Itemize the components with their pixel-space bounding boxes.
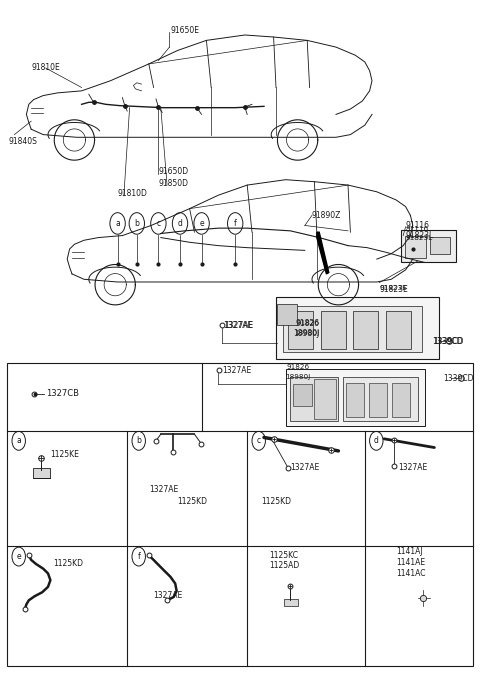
Text: 91823E: 91823E — [379, 285, 408, 294]
Bar — [284, 599, 298, 606]
Text: c: c — [156, 219, 160, 228]
Polygon shape — [317, 232, 329, 274]
Bar — [277, 304, 297, 325]
Text: 1327CB: 1327CB — [46, 389, 79, 398]
Bar — [405, 236, 426, 258]
Text: c: c — [257, 436, 261, 446]
Text: 91810E: 91810E — [31, 63, 60, 72]
Bar — [7, 363, 473, 666]
Text: b: b — [136, 436, 141, 446]
Text: 1327AE: 1327AE — [225, 320, 254, 330]
Text: 1125KD: 1125KD — [178, 497, 207, 506]
Bar — [401, 230, 456, 262]
Bar — [288, 311, 313, 349]
Text: 91650E: 91650E — [170, 26, 199, 35]
Bar — [386, 311, 411, 349]
Text: 91890Z: 91890Z — [312, 211, 341, 220]
Bar — [346, 383, 364, 417]
Text: 1339CD: 1339CD — [433, 336, 464, 346]
Bar — [290, 377, 338, 421]
Text: 91826: 91826 — [287, 364, 310, 369]
Text: 1125KD: 1125KD — [262, 497, 292, 506]
Text: 91840S: 91840S — [9, 137, 37, 146]
Text: 1141AC: 1141AC — [396, 569, 425, 578]
Bar — [353, 311, 378, 349]
Text: 1141AE: 1141AE — [396, 558, 425, 567]
Bar — [392, 383, 410, 417]
Text: 18980J: 18980J — [293, 328, 319, 338]
Text: 91823L: 91823L — [406, 235, 433, 240]
Text: 91823E: 91823E — [379, 285, 407, 291]
Text: 91823L: 91823L — [406, 231, 434, 240]
Text: 91116: 91116 — [406, 226, 429, 232]
Text: 18980J: 18980J — [294, 330, 319, 336]
Text: 1327AE: 1327AE — [154, 591, 183, 600]
Text: d: d — [178, 219, 182, 228]
Text: 1327AE: 1327AE — [290, 463, 320, 472]
Text: 1327AE: 1327AE — [223, 320, 252, 330]
Bar — [314, 379, 336, 419]
Bar — [286, 369, 425, 426]
Text: 1327AE: 1327AE — [398, 463, 428, 472]
Text: 1125KD: 1125KD — [53, 559, 83, 569]
Text: e: e — [199, 219, 204, 228]
Text: f: f — [137, 552, 140, 561]
Text: e: e — [16, 552, 21, 561]
Text: 91810D: 91810D — [118, 189, 147, 199]
Text: 1125KE: 1125KE — [50, 450, 79, 459]
Bar — [321, 311, 346, 349]
Text: a: a — [115, 219, 120, 228]
Text: b: b — [134, 219, 139, 228]
Text: 1125KC: 1125KC — [269, 551, 298, 560]
Bar — [293, 384, 312, 406]
Bar — [283, 306, 422, 352]
Text: 91826: 91826 — [296, 320, 319, 326]
Text: 91826: 91826 — [295, 318, 319, 328]
Text: f: f — [234, 219, 237, 228]
Text: d: d — [374, 436, 379, 446]
Text: 1327AE: 1327AE — [222, 365, 252, 375]
Text: 1339CD: 1339CD — [444, 374, 474, 383]
Bar — [369, 383, 387, 417]
Bar — [343, 377, 418, 421]
Text: 91650D: 91650D — [158, 167, 189, 176]
Text: 91116: 91116 — [406, 221, 430, 230]
Text: 1125AD: 1125AD — [269, 561, 299, 570]
Bar — [276, 297, 439, 359]
Text: 1141AJ: 1141AJ — [396, 547, 422, 557]
Text: 1339CD: 1339CD — [432, 336, 463, 346]
Bar — [33, 468, 50, 478]
Text: a: a — [16, 436, 21, 446]
Text: 1327AE: 1327AE — [149, 485, 178, 495]
Text: 91850D: 91850D — [158, 178, 188, 188]
Bar — [430, 237, 450, 254]
Text: 18980J: 18980J — [285, 374, 311, 380]
